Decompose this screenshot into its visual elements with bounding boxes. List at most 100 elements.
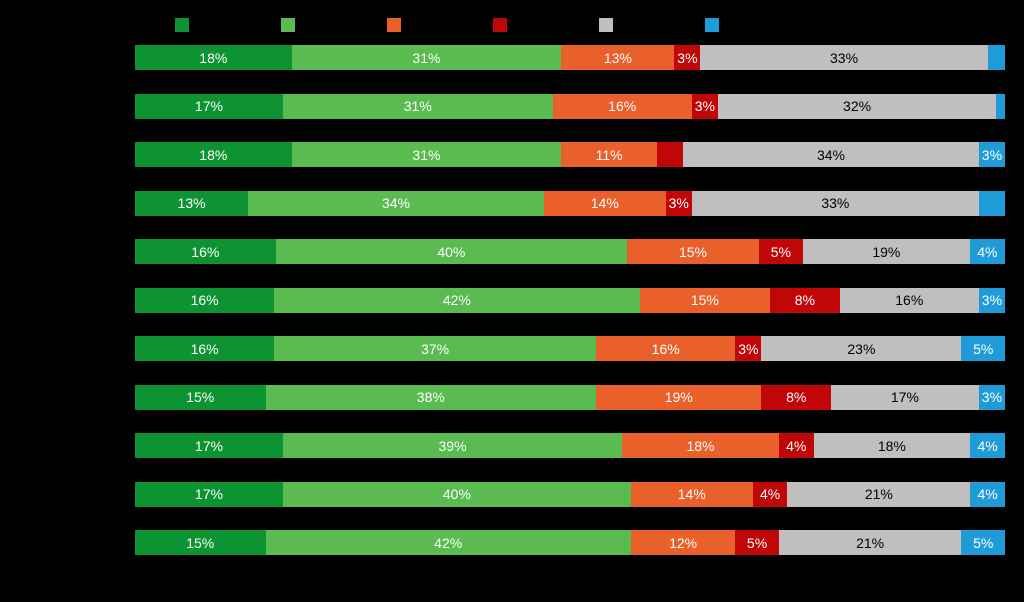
bar-segment-very_positive: 16% xyxy=(135,239,276,264)
bar-row: 17% 40% 14% 4% 21% 4% xyxy=(135,482,1005,507)
bar-row: 16% 40% 15% 5% 19% 4% xyxy=(135,239,1005,264)
y-tick xyxy=(127,421,135,422)
segment-label: 32% xyxy=(843,98,871,114)
bar-segment-negative: 19% xyxy=(596,385,761,410)
bar-segment-other: 4% xyxy=(970,433,1005,458)
bar-segment-very_positive: 15% xyxy=(135,530,266,555)
segment-label: 3% xyxy=(982,389,1002,405)
bar-segment-positive: 40% xyxy=(283,482,631,507)
bar-segment-neutral: 33% xyxy=(700,45,987,70)
y-tick xyxy=(127,179,135,180)
segment-label: 3% xyxy=(677,50,697,66)
bar-segment-other: 5% xyxy=(961,336,1005,361)
segment-label: 17% xyxy=(195,98,223,114)
segment-label: 16% xyxy=(191,292,219,308)
segment-label: 40% xyxy=(443,486,471,502)
segment-label: 4% xyxy=(977,244,997,260)
legend-swatch xyxy=(493,18,507,32)
segment-label: 15% xyxy=(679,244,707,260)
segment-label: 42% xyxy=(443,292,471,308)
legend-swatch xyxy=(387,18,401,32)
bar-segment-very_positive: 18% xyxy=(135,45,292,70)
bar-segment-positive: 38% xyxy=(266,385,597,410)
bar-segment-very_negative: 8% xyxy=(770,288,840,313)
segment-label: 4% xyxy=(977,438,997,454)
bar-segment-neutral: 32% xyxy=(718,94,996,119)
segment-label: 4% xyxy=(760,486,780,502)
bar-segment-very_negative xyxy=(657,142,683,167)
segment-label: 39% xyxy=(439,438,467,454)
legend-swatch xyxy=(175,18,189,32)
bar-row: 18%31%13%3%33% xyxy=(135,45,1005,70)
y-tick xyxy=(127,470,135,471)
segment-label: 4% xyxy=(786,438,806,454)
bar-segment-negative: 16% xyxy=(553,94,692,119)
segment-label: 11% xyxy=(596,147,623,163)
segment-label: 17% xyxy=(195,486,223,502)
y-tick xyxy=(127,82,135,83)
bar-segment-neutral: 34% xyxy=(683,142,979,167)
bar-segment-other: 3% xyxy=(979,142,1005,167)
bar-segment-other: 4% xyxy=(970,482,1005,507)
bar-segment-neutral: 21% xyxy=(787,482,970,507)
bar-row: 13% 34% 14% 3%33% xyxy=(135,191,1005,216)
bar-segment-other: 5% xyxy=(961,530,1005,555)
bar-row: 16%42%15%8%16%3% xyxy=(135,288,1005,313)
segment-label: 40% xyxy=(437,244,465,260)
legend xyxy=(135,10,1024,40)
segment-label: 13% xyxy=(604,50,632,66)
bar-row: 17%39%18%4%18%4% xyxy=(135,433,1005,458)
segment-label: 15% xyxy=(186,535,214,551)
segment-label: 4% xyxy=(977,486,997,502)
legend-swatch xyxy=(705,18,719,32)
segment-label: 14% xyxy=(591,195,619,211)
segment-label: 3% xyxy=(982,292,1002,308)
segment-label: 37% xyxy=(421,341,449,357)
y-tick xyxy=(127,276,135,277)
y-tick xyxy=(127,33,135,34)
bar-row: 17%31%16%3%32% xyxy=(135,94,1005,119)
segment-label: 17% xyxy=(891,389,919,405)
y-tick xyxy=(127,518,135,519)
bar-segment-other xyxy=(996,94,1005,119)
bar-segment-very_positive: 17% xyxy=(135,482,283,507)
segment-label: 14% xyxy=(678,486,706,502)
bar-segment-very_negative: 3% xyxy=(692,94,718,119)
segment-label: 3% xyxy=(669,195,689,211)
segment-label: 16% xyxy=(608,98,636,114)
segment-label: 16% xyxy=(652,341,680,357)
bar-segment-neutral: 33% xyxy=(692,191,979,216)
bar-segment-positive: 34% xyxy=(248,191,544,216)
bar-row: 18%31% 11% 34% 3% xyxy=(135,142,1005,167)
bar-segment-positive: 42% xyxy=(266,530,631,555)
segment-label: 16% xyxy=(191,341,219,357)
segment-label: 13% xyxy=(178,195,206,211)
segment-label: 5% xyxy=(973,341,993,357)
segment-label: 23% xyxy=(847,341,875,357)
segment-label: 5% xyxy=(771,244,791,260)
y-tick xyxy=(127,373,135,374)
bar-segment-other: 3% xyxy=(979,385,1005,410)
bar-segment-negative: 12% xyxy=(631,530,735,555)
bar-segment-negative: 14% xyxy=(631,482,753,507)
segment-label: 15% xyxy=(691,292,719,308)
bar-segment-very_positive: 18% xyxy=(135,142,292,167)
segment-label: 42% xyxy=(434,535,462,551)
segment-label: 19% xyxy=(872,244,900,260)
bar-row: 15% 38%19% 8% 17% 3% xyxy=(135,385,1005,410)
bar-segment-positive: 31% xyxy=(292,142,562,167)
bar-segment-positive: 37% xyxy=(274,336,596,361)
bar-segment-other: 3% xyxy=(979,288,1005,313)
segment-label: 3% xyxy=(738,341,758,357)
bar-row: 16% 37% 16% 3% 23% 5% xyxy=(135,336,1005,361)
bar-segment-very_negative: 3% xyxy=(674,45,700,70)
bar-segment-positive: 42% xyxy=(274,288,639,313)
bar-segment-neutral: 17% xyxy=(831,385,979,410)
bar-segment-very_positive: 17% xyxy=(135,433,283,458)
segment-label: 15% xyxy=(186,389,214,405)
segment-label: 3% xyxy=(982,147,1002,163)
bar-segment-very_positive: 13% xyxy=(135,191,248,216)
bar-segment-negative: 15% xyxy=(640,288,771,313)
segment-label: 8% xyxy=(786,389,806,405)
segment-label: 34% xyxy=(817,147,845,163)
